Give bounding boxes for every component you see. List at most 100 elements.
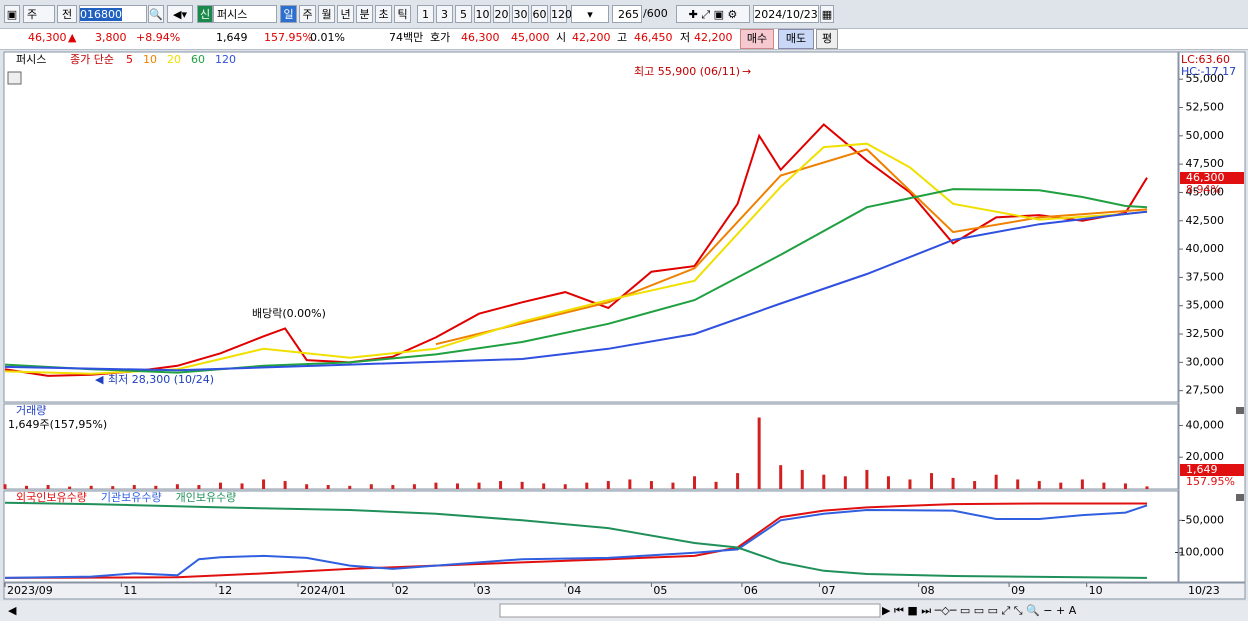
scrollbar[interactable] xyxy=(0,601,1248,621)
y-tick-label: 55,000 xyxy=(1186,72,1225,85)
volume-bar xyxy=(197,485,201,489)
toolbar-button[interactable]: 일 xyxy=(280,5,297,23)
y-tick-label: -100,000 xyxy=(1175,546,1224,559)
volume-bar xyxy=(326,485,330,489)
volume-bar xyxy=(1123,483,1127,489)
sound[interactable]: ◀▾ xyxy=(167,5,193,23)
volume-bar xyxy=(973,481,977,489)
volume-bar xyxy=(283,481,287,489)
volume-bar xyxy=(499,481,503,489)
buy-button[interactable]: 매수 xyxy=(740,29,774,49)
scroll-thumb[interactable] xyxy=(499,603,881,618)
volume-bar xyxy=(305,484,309,489)
toolbar-button[interactable]: 분 xyxy=(356,5,373,23)
volume-bar xyxy=(1037,481,1041,489)
quote-bar xyxy=(0,28,1248,50)
date-axis xyxy=(3,582,1246,600)
annotation-low: 최저 28,300 (10/24) xyxy=(108,373,214,386)
count[interactable]: 265 xyxy=(612,5,642,23)
calendar[interactable]: ▦ xyxy=(820,5,834,23)
volume-bar xyxy=(865,469,869,489)
name-input[interactable]: 퍼시스 xyxy=(213,5,277,23)
scroll-controls[interactable]: ▶ ⏮ ■ ⏭ ─◇─ ▭ ▭ ▭ ⤢ ⤡ 🔍 − + A xyxy=(882,603,1077,617)
y-tick-label: 20,000 xyxy=(1186,450,1225,463)
volume-bar xyxy=(779,465,783,489)
volume-bar xyxy=(736,473,740,489)
volume-bar xyxy=(822,474,826,489)
toolbar-button[interactable]: 초 xyxy=(375,5,392,23)
volume-bar xyxy=(693,476,697,489)
dropdown[interactable]: ▾ xyxy=(571,5,609,23)
axis-panel xyxy=(1178,51,1246,583)
code-input[interactable]: 016800 xyxy=(79,5,147,23)
badge: 신 xyxy=(197,5,213,23)
volume-bar xyxy=(671,482,675,489)
x-tick-label: 02 xyxy=(395,584,409,597)
volume-bar xyxy=(1080,479,1084,489)
volume-bar xyxy=(89,485,93,489)
volume-bar xyxy=(649,481,653,489)
volume-bar xyxy=(132,485,136,489)
toolbar-button[interactable]: 120 xyxy=(550,5,572,23)
toolbar-button[interactable]: 년 xyxy=(337,5,354,23)
y-tick-label: 42,500 xyxy=(1186,214,1225,227)
x-tick-label: 11 xyxy=(123,584,137,597)
calc-icon[interactable] xyxy=(7,71,22,85)
volume-bar xyxy=(563,484,567,489)
toolbar-button[interactable]: 10 xyxy=(474,5,491,23)
turnover: 0.01% xyxy=(310,31,345,44)
scroll-left[interactable]: ◀ xyxy=(8,604,17,617)
toolbar-button[interactable]: 1 xyxy=(417,5,434,23)
volume-bar xyxy=(412,484,416,489)
volume-bar xyxy=(68,486,72,489)
panel-close[interactable] xyxy=(1236,494,1244,501)
tool-icons[interactable]: ✚ ⤢ ▣ ⚙ xyxy=(676,5,750,23)
panel-close[interactable] xyxy=(1236,407,1244,414)
volume-bar xyxy=(434,482,438,489)
toolbar-button[interactable]: 60 xyxy=(531,5,548,23)
sell-button[interactable]: 매도 xyxy=(778,29,814,49)
search[interactable]: 🔍 xyxy=(148,5,164,23)
volume-bar xyxy=(111,486,115,489)
volume-bar xyxy=(628,479,632,489)
price: 46,300 xyxy=(28,31,67,44)
annotation-low-arrow: ◀ xyxy=(95,373,104,386)
toolbar-button[interactable]: 3 xyxy=(436,5,453,23)
toolbar-button[interactable]: 주 xyxy=(299,5,316,23)
toolbar-button[interactable]: 월 xyxy=(318,5,335,23)
volume-bar xyxy=(240,483,244,489)
volume-bar xyxy=(757,417,761,489)
volume-bar xyxy=(25,485,29,489)
legend-title: 종가 단순 xyxy=(70,53,114,66)
volume-bar xyxy=(930,473,934,489)
y-tick-label: 35,000 xyxy=(1186,299,1225,312)
legend-entry: 20 xyxy=(167,53,181,66)
y-tick-label: -50,000 xyxy=(1182,513,1224,526)
toolbar-button[interactable]: 5 xyxy=(455,5,472,23)
volume-bar xyxy=(886,476,890,489)
y-tick-label: 52,500 xyxy=(1186,101,1225,114)
volume-bar xyxy=(606,481,610,489)
menu-icon[interactable]: ▣ xyxy=(4,5,20,23)
ask: 46,300 xyxy=(461,31,500,44)
legend-entry: 5 xyxy=(126,53,133,66)
last-volume: 1,649 xyxy=(1186,463,1218,476)
volume-bar xyxy=(843,476,847,489)
date-input[interactable]: 2024/10/23 xyxy=(753,5,819,23)
toolbar-button[interactable]: 20 xyxy=(493,5,510,23)
legend-entry: 60 xyxy=(191,53,205,66)
toolbar-button[interactable]: 30 xyxy=(512,5,529,23)
hc: HC:-17.17 xyxy=(1181,65,1236,78)
low-label: 저 xyxy=(680,31,691,44)
y-tick-label: 30,000 xyxy=(1186,355,1225,368)
bid-label: 호가 xyxy=(430,31,451,44)
toolbar-button[interactable]: 틱 xyxy=(394,5,411,23)
eval-button[interactable]: 평 xyxy=(816,29,838,49)
x-tick-label: 07 xyxy=(821,584,835,597)
scope-select[interactable]: 전 xyxy=(57,5,77,23)
low: 42,200 xyxy=(694,31,733,44)
x-tick-label: 03 xyxy=(477,584,491,597)
high: 46,450 xyxy=(634,31,673,44)
y-tick-label: 50,000 xyxy=(1186,129,1225,142)
market-select[interactable]: 주 xyxy=(23,5,55,23)
